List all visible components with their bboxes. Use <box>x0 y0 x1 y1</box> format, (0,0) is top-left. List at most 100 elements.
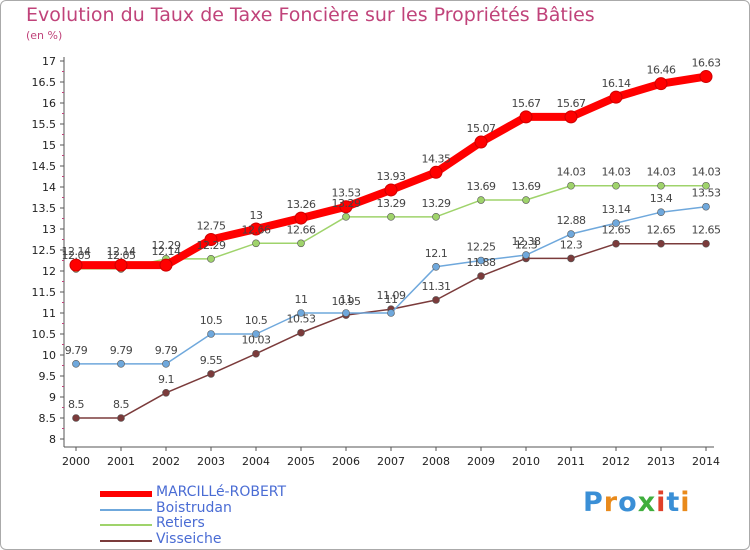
data-label: 12.25 <box>467 241 496 254</box>
x-tick-label: 2010 <box>512 455 540 468</box>
data-point <box>252 330 260 338</box>
data-point <box>432 213 440 221</box>
data-point <box>204 233 218 246</box>
x-tick-label: 2002 <box>152 455 180 468</box>
data-label: 11.09 <box>377 289 406 302</box>
legend-label: Retiers <box>156 515 205 531</box>
data-label: 14.35 <box>422 152 451 165</box>
logo-letter: o <box>618 487 638 518</box>
series-line-visseiche <box>76 242 706 419</box>
data-label: 12.3 <box>560 238 583 251</box>
data-point <box>72 414 80 422</box>
data-point <box>657 239 665 248</box>
data-label: 12.66 <box>287 223 316 236</box>
y-tick-label: 13 <box>42 223 56 236</box>
data-point <box>207 330 215 338</box>
data-label: 10.95 <box>332 295 361 308</box>
y-tick-label: 9.5 <box>39 370 57 383</box>
data-label: 13.53 <box>692 187 721 200</box>
y-tick-label: 8.5 <box>39 412 57 425</box>
proxiti-logo: Proxiti <box>583 487 691 518</box>
x-tick-label: 2001 <box>107 455 135 468</box>
data-label: 12.38 <box>512 235 541 248</box>
data-point <box>387 309 395 317</box>
data-point <box>477 256 485 265</box>
data-label: 12.14 <box>152 245 181 258</box>
data-point <box>117 414 125 422</box>
data-label: 13.29 <box>332 197 361 210</box>
data-label: 11 <box>385 293 398 306</box>
data-label: 12.29 <box>197 239 226 252</box>
data-point <box>702 181 710 190</box>
legend-swatch <box>100 540 152 542</box>
data-point <box>207 370 215 378</box>
legend-item-retiers[interactable]: Retiers <box>100 515 360 533</box>
data-label: 15.67 <box>557 97 586 110</box>
data-label: 16.63 <box>692 57 721 70</box>
data-label: 10.03 <box>242 334 271 347</box>
data-label: 9.79 <box>65 344 88 357</box>
data-point <box>387 213 395 221</box>
logo-letter: r <box>603 487 619 518</box>
data-point <box>699 70 713 84</box>
y-tick-label: 16.5 <box>32 76 57 89</box>
data-label: 15.07 <box>467 122 496 135</box>
legend-label: Visseiche <box>156 531 222 547</box>
data-label: 10.5 <box>245 314 268 327</box>
data-label: 9.1 <box>158 373 174 386</box>
x-tick-label: 2014 <box>692 455 720 468</box>
chart-title: Evolution du Taux de Taxe Foncière sur l… <box>26 4 595 26</box>
data-point <box>342 309 350 317</box>
x-tick-label: 2000 <box>62 455 90 468</box>
data-point <box>564 110 578 124</box>
data-label: 9.79 <box>110 344 133 357</box>
data-label: 12.14 <box>107 245 136 258</box>
data-label: 13.29 <box>377 197 406 210</box>
data-point <box>252 349 260 358</box>
data-label: 11.31 <box>422 280 451 293</box>
data-point <box>702 202 710 211</box>
data-point <box>567 254 575 263</box>
data-point <box>654 77 668 91</box>
data-point <box>117 360 125 368</box>
legend-item-visseiche[interactable]: Visseiche <box>100 531 360 549</box>
data-point <box>477 272 485 280</box>
logo-letter: i <box>680 487 691 518</box>
logo-letter: x <box>637 487 657 518</box>
chart-subtitle: (en %) <box>26 29 63 42</box>
data-point <box>522 251 530 259</box>
data-point <box>567 181 575 190</box>
y-tick-label: 11 <box>42 307 56 320</box>
data-point <box>342 213 350 221</box>
legend-swatch <box>100 491 152 497</box>
legend-swatch <box>100 509 152 511</box>
data-label: 12.65 <box>647 224 676 237</box>
data-label: 12.88 <box>557 214 586 227</box>
data-point <box>297 309 305 317</box>
data-point <box>612 219 620 227</box>
data-label: 14.03 <box>602 166 631 179</box>
data-label: 13.4 <box>650 192 673 205</box>
data-label: 12.29 <box>152 239 181 252</box>
data-label: 12.1 <box>425 247 448 260</box>
data-point <box>609 90 623 104</box>
logo-letter: P <box>583 487 604 518</box>
data-label: 14.03 <box>692 166 721 179</box>
y-tick-label: 8 <box>49 433 56 446</box>
y-tick-label: 11.5 <box>32 286 57 299</box>
y-tick-label: 14.5 <box>32 160 57 173</box>
y-tick-label: 15 <box>42 139 56 152</box>
data-label: 9.79 <box>155 344 178 357</box>
x-tick-label: 2005 <box>287 455 315 468</box>
x-tick-label: 2013 <box>647 455 675 468</box>
data-label: 12.65 <box>692 224 721 237</box>
data-point <box>339 200 353 214</box>
data-point <box>612 181 620 190</box>
data-label: 8.5 <box>113 398 129 411</box>
data-label: 16.46 <box>647 64 676 77</box>
logo-letter: t <box>666 487 681 518</box>
legend-item-boistrudan[interactable]: Boistrudan <box>100 500 360 518</box>
legend-item-marcille-robert[interactable]: MARCILLé-ROBERT <box>100 484 360 502</box>
data-label: 10.53 <box>287 313 316 326</box>
data-point <box>162 388 170 397</box>
